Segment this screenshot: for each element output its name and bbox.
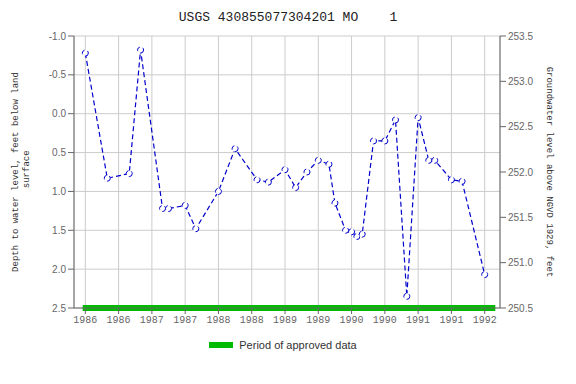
svg-text:2.0: 2.0 [52,264,66,275]
svg-text:253.5: 253.5 [508,31,533,42]
svg-text:1991: 1991 [439,315,463,326]
svg-text:250.5: 250.5 [508,303,533,314]
svg-text:1986: 1986 [107,315,131,326]
svg-text:252.0: 252.0 [508,167,533,178]
html-text:USGS 430855077304201 MO 1: USGS 430855077304201 MO 1 [178,10,398,25]
svg-text:1986: 1986 [73,315,97,326]
svg-text:253.0: 253.0 [508,76,533,87]
svg-text:1989: 1989 [306,315,330,326]
svg-text:1990: 1990 [340,315,364,326]
svg-text:1.0: 1.0 [52,186,66,197]
svg-text:1989: 1989 [273,315,297,326]
svg-text:0.0: 0.0 [52,108,66,119]
svg-text:1987: 1987 [173,315,197,326]
svg-text:Groundwater level above NGVD 1: Groundwater level above NGVD 1929, feet [544,67,554,278]
svg-text:252.5: 252.5 [508,121,533,132]
svg-text:-1.0: -1.0 [49,31,67,42]
svg-text:Depth to water level, feet bel: Depth to water level, feet below land su… [11,72,32,272]
svg-text:1988: 1988 [206,315,230,326]
html-text:Period of approved data: Period of approved data [239,339,357,351]
svg-text:1.5: 1.5 [52,225,66,236]
svg-text:251.5: 251.5 [508,212,533,223]
svg-text:1988: 1988 [240,315,264,326]
svg-text:1987: 1987 [140,315,164,326]
svg-text:1990: 1990 [373,315,397,326]
svg-text:-0.5: -0.5 [49,69,67,80]
svg-text:1992: 1992 [473,315,497,326]
svg-text:2.5: 2.5 [52,303,66,314]
svg-text:0.5: 0.5 [52,147,66,158]
svg-text:251.0: 251.0 [508,257,533,268]
svg-text:1991: 1991 [406,315,430,326]
